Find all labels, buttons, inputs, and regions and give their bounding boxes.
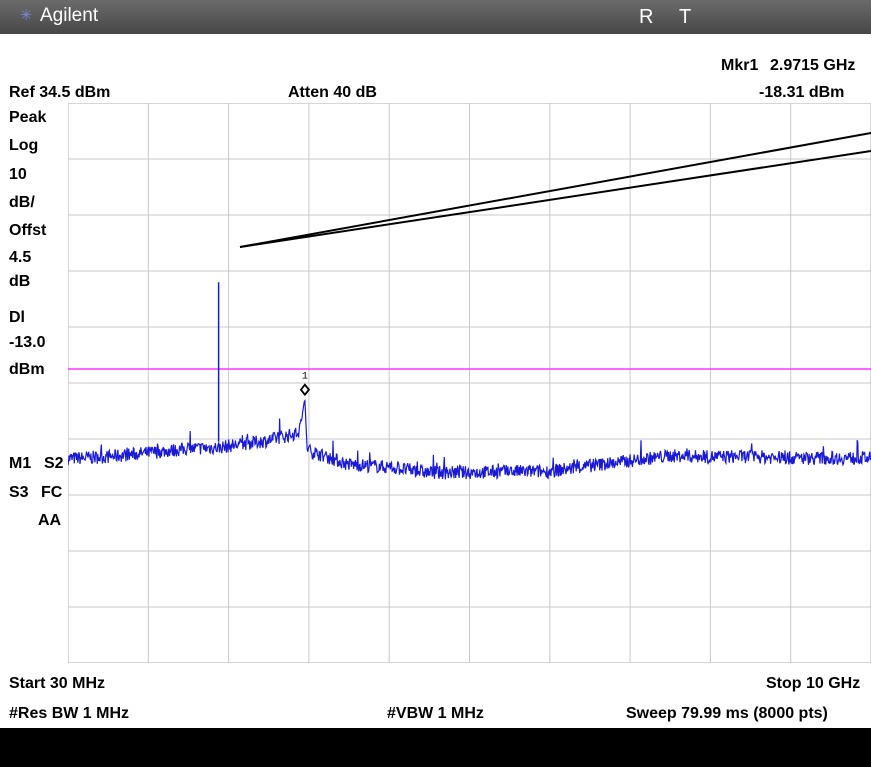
status-remote: R [639, 6, 654, 28]
title-bar: ✳ Agilent R T [0, 0, 871, 34]
status-trigger: T [679, 6, 692, 28]
coupling-fc: FC [41, 484, 63, 501]
offset-unit: dB [9, 273, 31, 290]
agilent-spark-icon: ✳ [19, 7, 33, 24]
video-bandwidth: #VBW 1 MHz [387, 705, 484, 722]
attenuation: Atten 40 dB [288, 84, 377, 101]
display-line-label: Dl [9, 309, 25, 326]
marker-amplitude: -18.31 dBm [759, 84, 845, 101]
annotation-line-1 [239, 132, 871, 248]
detector-peak: Peak [9, 109, 47, 126]
spectrum-display[interactable]: 1 [67, 102, 871, 664]
softkey-bar [0, 728, 871, 767]
stop-frequency: Stop 10 GHz [766, 675, 861, 692]
display-line-unit: dBm [9, 361, 45, 378]
scale-unit: dB/ [9, 194, 35, 211]
trace-mode-s2: S2 [44, 455, 64, 472]
annotation-line-2 [239, 150, 871, 248]
marker-number: 1 [302, 372, 308, 383]
marker-diamond-icon [299, 383, 311, 397]
sweep-time: Sweep 79.99 ms (8000 pts) [626, 705, 828, 722]
marker-label: Mkr1 [721, 57, 759, 74]
scale-log: Log [9, 137, 39, 154]
display-line-value: -13.0 [9, 334, 46, 351]
trace-mode-m1: M1 [9, 455, 32, 472]
offset-value: 4.5 [9, 249, 32, 266]
spectrum-plot: 1 [67, 102, 871, 664]
resolution-bandwidth: #Res BW 1 MHz [9, 705, 130, 722]
marker-frequency: 2.9715 GHz [770, 57, 856, 74]
graticule [67, 102, 871, 664]
annotation-aa: AA [38, 512, 62, 529]
trace-mode-s3: S3 [9, 484, 29, 501]
scale-value: 10 [9, 166, 27, 183]
offset-label: Offst [9, 222, 47, 239]
spectrum-trace [67, 398, 871, 480]
brand-label: Agilent [40, 5, 99, 26]
reference-level: Ref 34.5 dBm [9, 84, 111, 101]
start-frequency: Start 30 MHz [9, 675, 106, 692]
